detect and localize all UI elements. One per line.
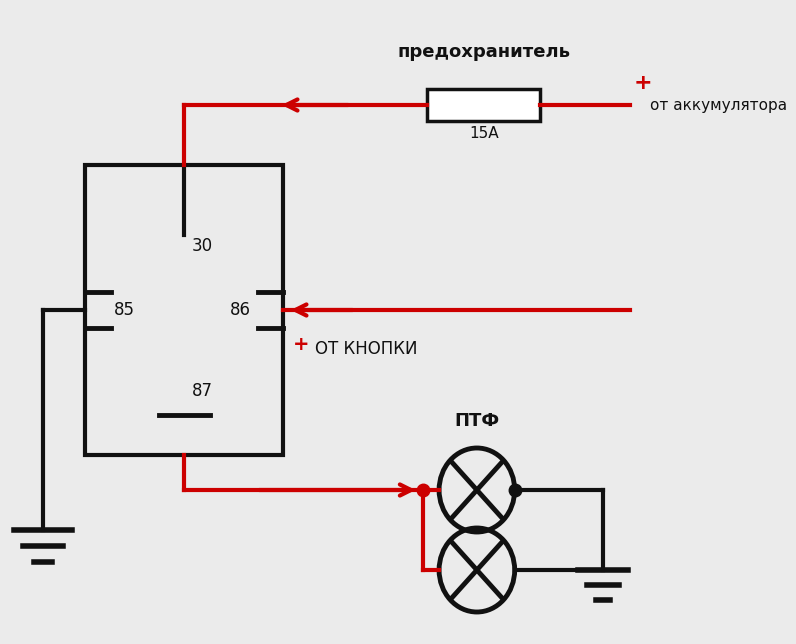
Text: 87: 87 [192, 382, 213, 400]
Text: +: + [634, 73, 652, 93]
Text: ПТФ: ПТФ [455, 412, 499, 430]
Bar [427, 89, 540, 121]
Text: 85: 85 [115, 301, 135, 319]
Text: от аккумулятора: от аккумулятора [650, 97, 786, 113]
Text: 86: 86 [229, 301, 251, 319]
Text: +: + [292, 335, 309, 354]
Text: предохранитель: предохранитель [397, 43, 570, 61]
Text: 30: 30 [192, 237, 213, 255]
Bar [85, 165, 283, 455]
Text: ОТ КНОПКИ: ОТ КНОПКИ [315, 340, 417, 358]
Text: 15A: 15A [469, 126, 498, 141]
